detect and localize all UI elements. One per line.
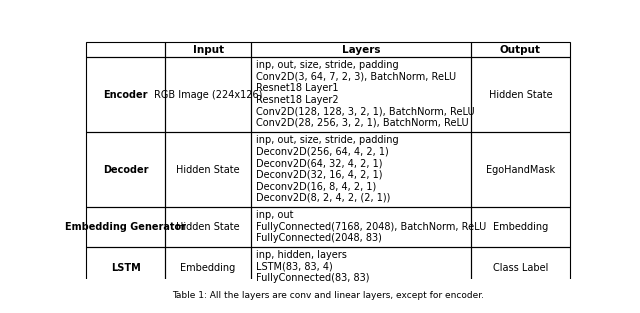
Bar <box>471 207 570 248</box>
Text: Conv2D(28, 256, 3, 2, 1), BatchNorm, ReLU: Conv2D(28, 256, 3, 2, 1), BatchNorm, ReL… <box>256 118 468 128</box>
Text: Embedding Generator: Embedding Generator <box>65 222 186 232</box>
Text: inp, out: inp, out <box>256 210 293 220</box>
Text: Hidden State: Hidden State <box>176 222 240 232</box>
Bar <box>165 132 251 207</box>
Text: Resnet18 Layer1: Resnet18 Layer1 <box>256 83 339 93</box>
Bar <box>86 207 165 248</box>
Text: Hidden State: Hidden State <box>176 165 240 175</box>
Text: inp, hidden, layers: inp, hidden, layers <box>256 250 347 260</box>
Bar <box>165 42 251 57</box>
Bar <box>471 132 570 207</box>
Bar <box>86 132 165 207</box>
Text: Decoder: Decoder <box>103 165 148 175</box>
Bar <box>165 207 251 248</box>
Text: Class Label: Class Label <box>493 263 548 273</box>
Text: EgoHandMask: EgoHandMask <box>486 165 555 175</box>
Bar <box>86 248 165 288</box>
Text: Deconv2D(32, 16, 4, 2, 1): Deconv2D(32, 16, 4, 2, 1) <box>256 170 382 180</box>
Bar <box>471 248 570 288</box>
Text: inp, out, size, stride, padding: inp, out, size, stride, padding <box>256 135 398 145</box>
Text: LSTM: LSTM <box>111 263 141 273</box>
Text: Resnet18 Layer2: Resnet18 Layer2 <box>256 95 339 105</box>
Text: FullyConnected(7168, 2048), BatchNorm, ReLU: FullyConnected(7168, 2048), BatchNorm, R… <box>256 222 486 232</box>
Bar <box>165 248 251 288</box>
Text: FullyConnected(83, 83): FullyConnected(83, 83) <box>256 273 369 283</box>
Bar <box>86 57 165 132</box>
Text: FullyConnected(2048, 83): FullyConnected(2048, 83) <box>256 233 381 243</box>
Bar <box>471 57 570 132</box>
Text: RGB Image (224x126): RGB Image (224x126) <box>154 90 262 100</box>
Text: Conv2D(3, 64, 7, 2, 3), BatchNorm, ReLU: Conv2D(3, 64, 7, 2, 3), BatchNorm, ReLU <box>256 72 456 81</box>
Text: Input: Input <box>193 45 223 55</box>
Text: Layers: Layers <box>342 45 380 55</box>
Text: Encoder: Encoder <box>104 90 148 100</box>
Text: inp, out, size, stride, padding: inp, out, size, stride, padding <box>256 60 398 70</box>
Text: LSTM(83, 83, 4): LSTM(83, 83, 4) <box>256 262 333 272</box>
Text: Hidden State: Hidden State <box>489 90 552 100</box>
Bar <box>251 132 471 207</box>
Bar <box>165 57 251 132</box>
Text: Table 1: All the layers are conv and linear layers, except for encoder.: Table 1: All the layers are conv and lin… <box>172 291 484 300</box>
Text: Embedding: Embedding <box>493 222 548 232</box>
Text: Deconv2D(64, 32, 4, 2, 1): Deconv2D(64, 32, 4, 2, 1) <box>256 158 382 168</box>
Bar <box>86 42 165 57</box>
Text: Embedding: Embedding <box>180 263 236 273</box>
Bar <box>251 248 471 288</box>
Bar <box>251 207 471 248</box>
Text: Output: Output <box>500 45 541 55</box>
Text: Deconv2D(256, 64, 4, 2, 1): Deconv2D(256, 64, 4, 2, 1) <box>256 146 388 156</box>
Text: Deconv2D(16, 8, 4, 2, 1): Deconv2D(16, 8, 4, 2, 1) <box>256 181 376 191</box>
Bar <box>251 42 471 57</box>
Bar <box>471 42 570 57</box>
Bar <box>251 57 471 132</box>
Text: Conv2D(128, 128, 3, 2, 1), BatchNorm, ReLU: Conv2D(128, 128, 3, 2, 1), BatchNorm, Re… <box>256 106 474 116</box>
Text: Deconv2D(8, 2, 4, 2, (2, 1)): Deconv2D(8, 2, 4, 2, (2, 1)) <box>256 193 390 203</box>
